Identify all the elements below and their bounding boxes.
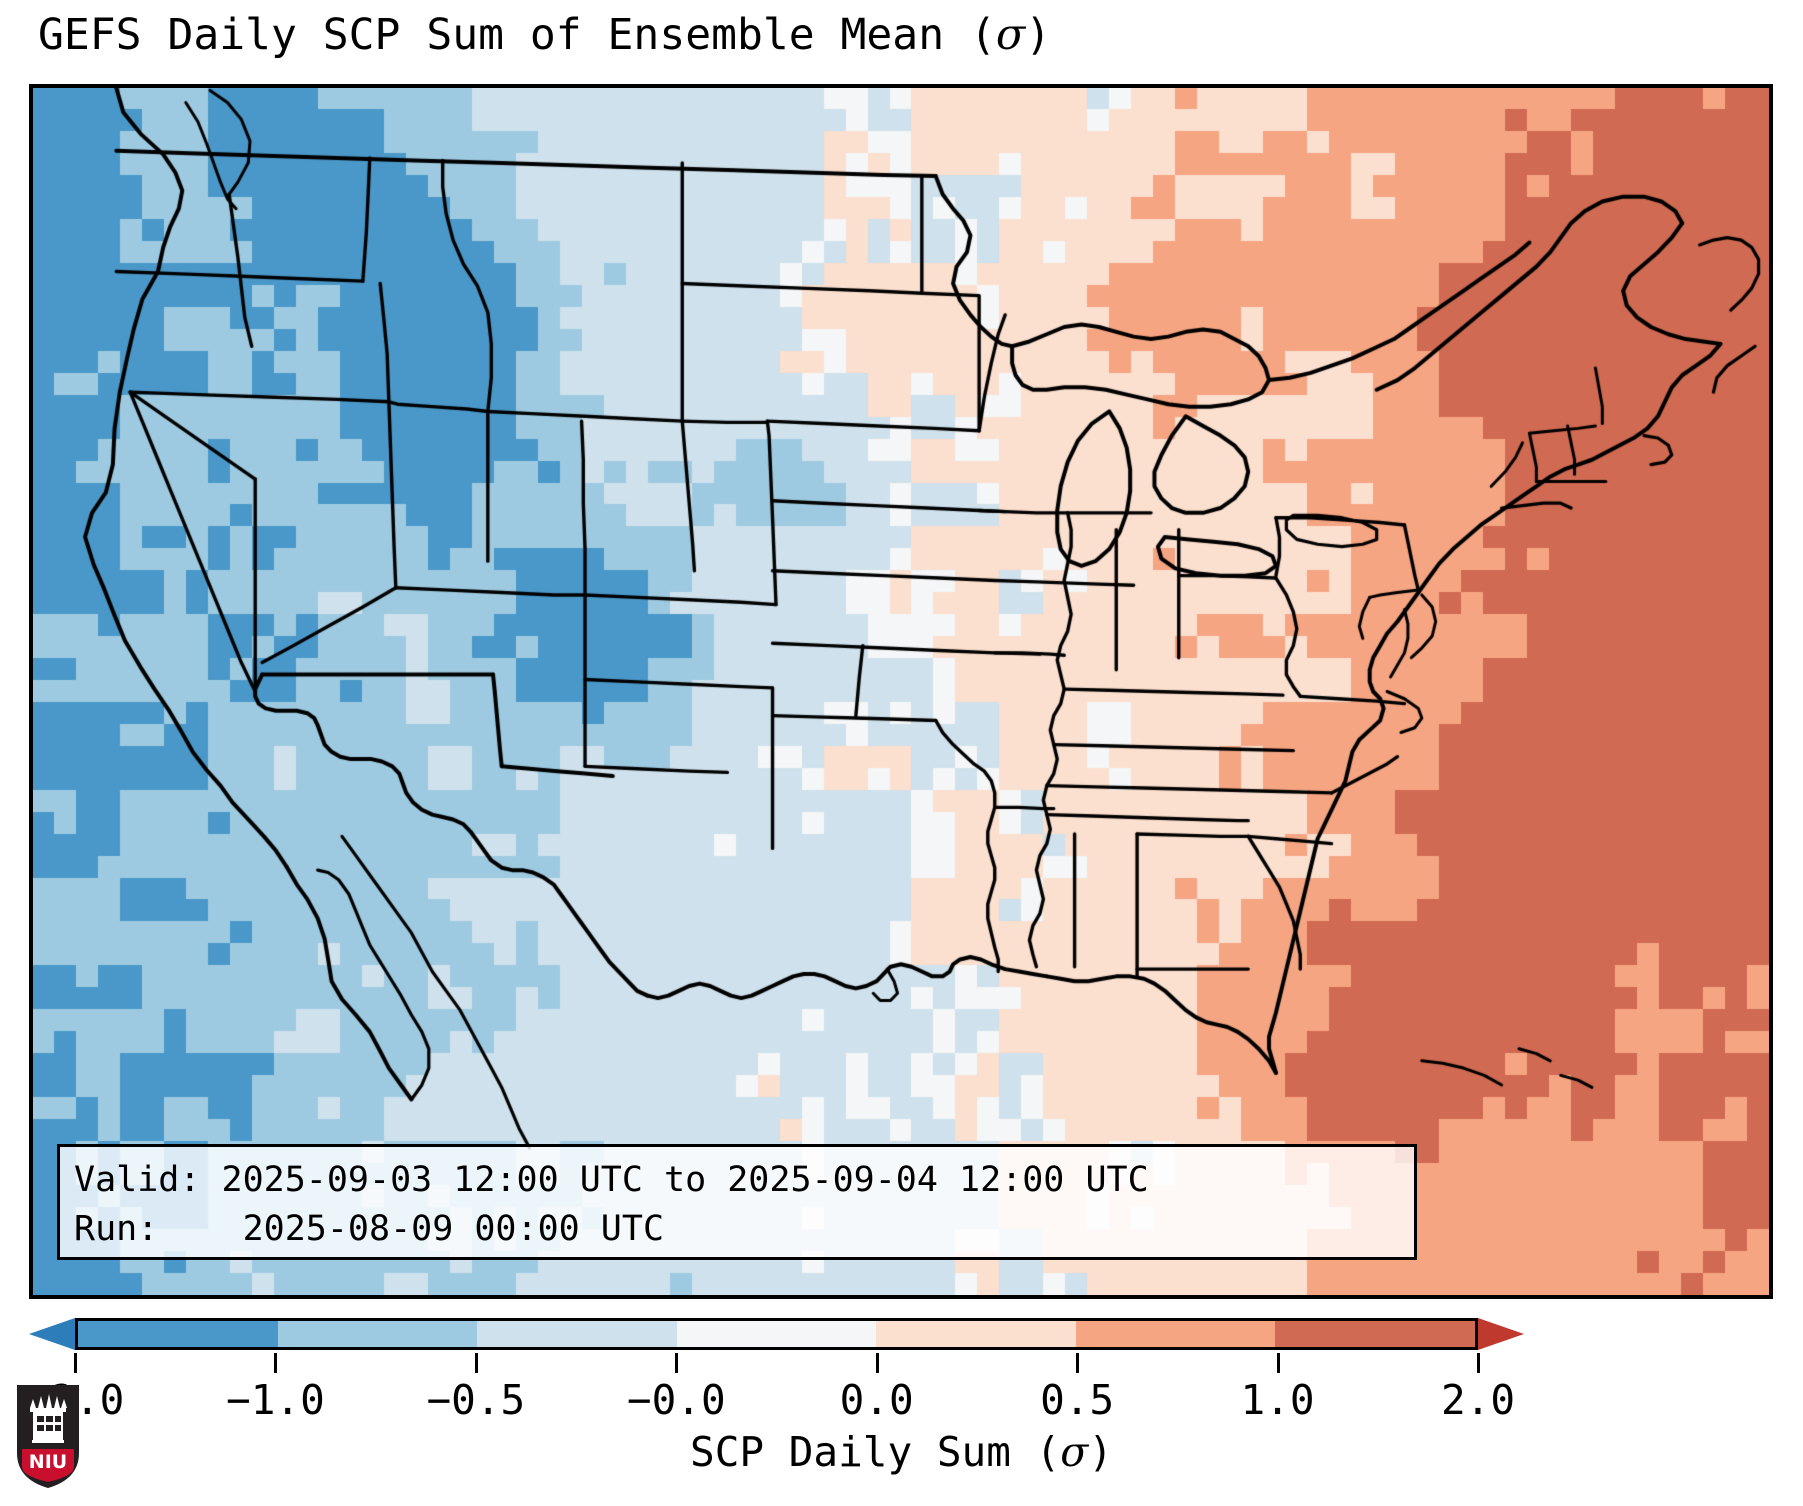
- run-time-line: Run: 2025-08-09 00:00 UTC: [74, 1209, 665, 1249]
- colorbar-sigma-symbol: σ: [1060, 1428, 1089, 1476]
- title-sigma-symbol: σ: [995, 10, 1026, 60]
- valid-time-line: Valid: 2025-09-03 12:00 UTC to 2025-09-0…: [74, 1160, 1149, 1200]
- page-title: GEFS Daily SCP Sum of Ensemble Mean (σ): [38, 14, 1051, 57]
- niu-logo-text: NIU: [29, 1451, 67, 1473]
- colorbar-tick-label-1: −1.0: [226, 1376, 325, 1424]
- colorbar-segment-1: [277, 1321, 478, 1347]
- niu-logo: NIU: [17, 1385, 79, 1488]
- colorbar-segment-2: [477, 1321, 677, 1347]
- colorbar-under-arrow: [29, 1318, 75, 1350]
- colorbar-tick-label-2: −0.5: [426, 1376, 526, 1424]
- colorbar-tick-0: [74, 1353, 77, 1373]
- colorbar-segment-5: [1075, 1321, 1276, 1347]
- colorbar-gradient[interactable]: [75, 1318, 1478, 1350]
- title-text: GEFS Daily SCP Sum of Ensemble Mean (: [38, 10, 996, 60]
- colorbar-tick-6: [1276, 1353, 1280, 1373]
- forecast-info-box: Valid: 2025-09-03 12:00 UTC to 2025-09-0…: [57, 1144, 1417, 1260]
- colorbar-over-arrow: [1478, 1318, 1524, 1350]
- colorbar-tick-5: [1076, 1353, 1080, 1373]
- colorbar-tick-1: [274, 1353, 278, 1373]
- colorbar-tick-label-6: 1.0: [1240, 1376, 1315, 1424]
- colorbar-region: −2.0−1.0−0.5−0.00.00.51.02.0: [0, 1312, 1803, 1424]
- colorbar-tick-3: [675, 1353, 679, 1373]
- colorbar-segment-6: [1275, 1321, 1475, 1347]
- colorbar-segment-0: [78, 1321, 278, 1347]
- colorbar-tick-label-4: 0.0: [839, 1376, 914, 1424]
- colorbar-label-text: SCP Daily Sum (: [690, 1428, 1061, 1476]
- colorbar-tick-label-5: 0.5: [1040, 1376, 1115, 1424]
- colorbar-axis-label: SCP Daily Sum (σ): [0, 1428, 1803, 1476]
- colorbar-label-suffix: ): [1088, 1428, 1113, 1476]
- colorbar-tick-4: [875, 1353, 879, 1373]
- colorbar-tick-7: [1477, 1353, 1480, 1373]
- colorbar-segment-4: [876, 1321, 1076, 1347]
- scp-anomaly-heatmap: [33, 88, 1769, 1295]
- map-panel: [29, 84, 1773, 1299]
- colorbar-segment-3: [676, 1321, 877, 1347]
- colorbar-tick-label-7: 2.0: [1440, 1376, 1516, 1424]
- colorbar-tick-2: [474, 1353, 478, 1373]
- title-suffix: ): [1025, 10, 1052, 60]
- colorbar-tick-label-3: −0.0: [626, 1376, 726, 1424]
